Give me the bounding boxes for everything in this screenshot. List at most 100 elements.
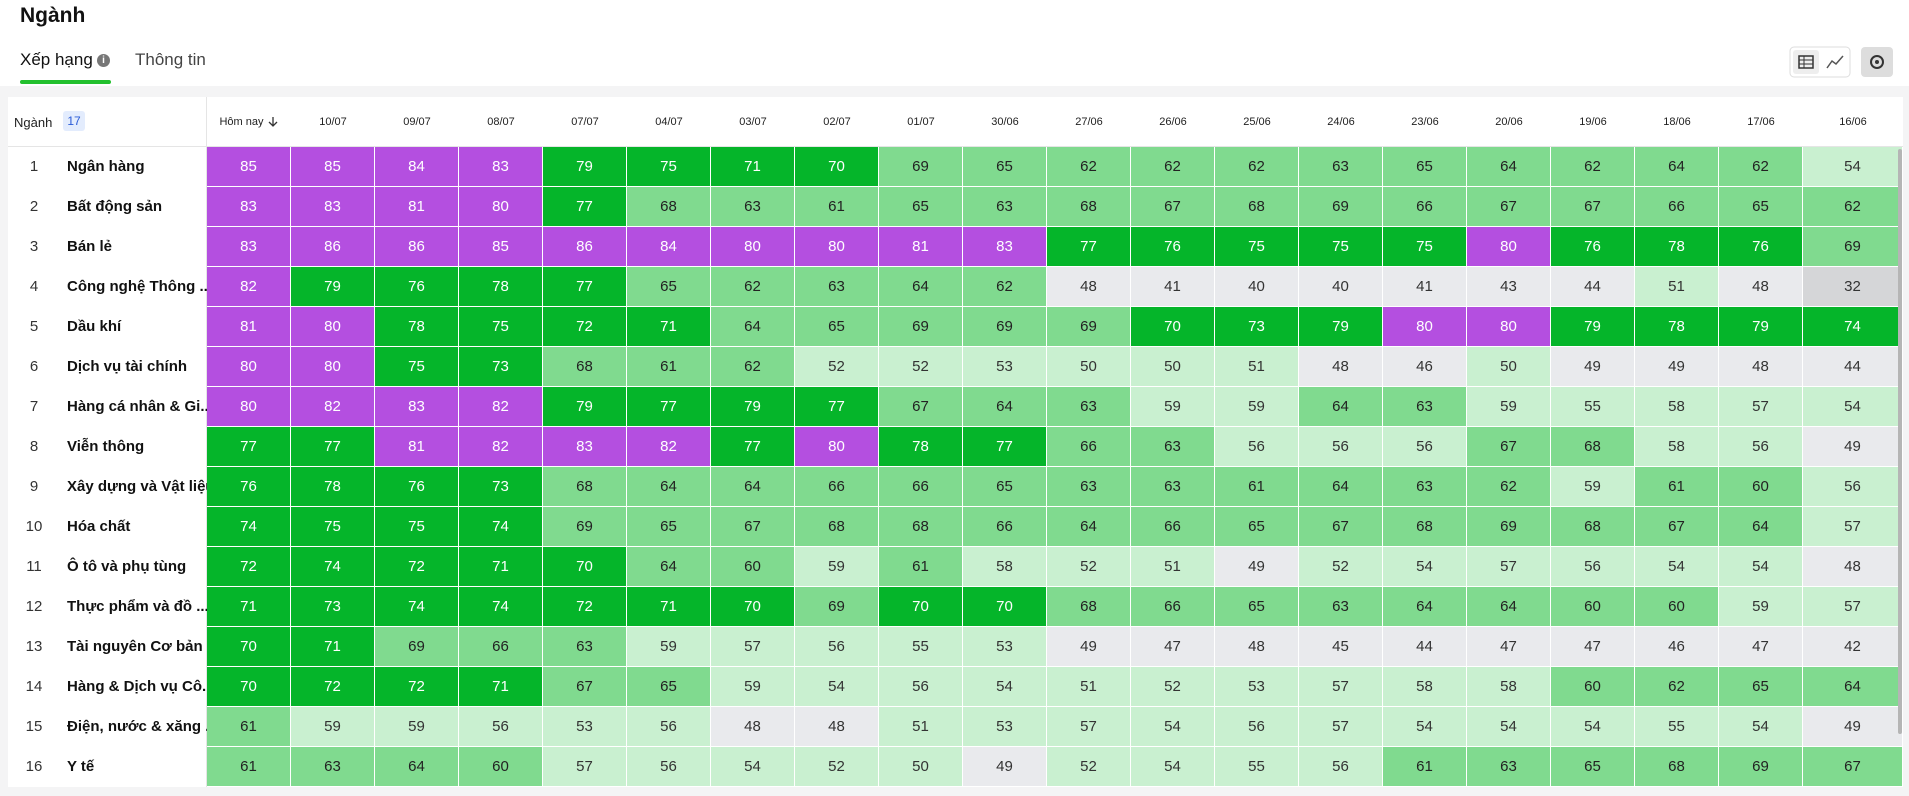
heat-cell: 75 xyxy=(627,147,711,187)
industry-name[interactable]: Ngân hàng xyxy=(67,158,145,175)
heat-cell: 50 xyxy=(1131,347,1215,387)
column-header: 09/07 xyxy=(403,116,431,128)
heat-cell: 52 xyxy=(1047,547,1131,587)
page-title: Ngành xyxy=(20,4,86,27)
industry-name[interactable]: Hàng & Dịch vụ Cô... xyxy=(67,678,215,695)
heat-cell: 69 xyxy=(1467,507,1551,547)
heat-cell: 64 xyxy=(1299,467,1383,507)
heat-cell: 72 xyxy=(543,587,627,627)
heat-cell: 66 xyxy=(879,467,963,507)
heat-cell: 57 xyxy=(1047,707,1131,747)
industry-name[interactable]: Ô tô và phụ tùng xyxy=(67,558,187,575)
heat-cell: 52 xyxy=(1047,747,1131,787)
heat-cell: 65 xyxy=(1215,507,1299,547)
heat-cell: 64 xyxy=(711,307,795,347)
heat-cell: 66 xyxy=(963,507,1047,547)
heat-cell: 68 xyxy=(1551,427,1635,467)
industry-name[interactable]: Y tế xyxy=(67,758,95,775)
industry-name[interactable]: Bất động sản xyxy=(67,198,163,215)
heat-cell: 48 xyxy=(795,707,879,747)
industry-name[interactable]: Điện, nước & xăng ... xyxy=(67,718,218,735)
heat-cell: 60 xyxy=(1635,587,1719,627)
tab[interactable]: Xếp hạng xyxy=(20,50,93,69)
heat-cell: 64 xyxy=(879,267,963,307)
tab[interactable]: Thông tin xyxy=(135,50,206,69)
rank: 14 xyxy=(25,678,43,695)
heat-cell: 49 xyxy=(1047,627,1131,667)
heat-cell: 69 xyxy=(1719,747,1803,787)
heat-cell: 54 xyxy=(1131,747,1215,787)
heat-cell: 65 xyxy=(795,307,879,347)
heat-cell: 80 xyxy=(291,307,375,347)
heat-cell: 59 xyxy=(795,547,879,587)
heat-cell: 48 xyxy=(711,707,795,747)
heat-cell: 61 xyxy=(795,187,879,227)
info-icon[interactable]: i xyxy=(97,54,110,67)
industry-name[interactable]: Thực phẩm và đồ ... xyxy=(67,598,209,615)
heat-cell: 79 xyxy=(711,387,795,427)
heat-cell: 58 xyxy=(1635,427,1719,467)
heat-cell: 56 xyxy=(1215,427,1299,467)
heat-cell: 63 xyxy=(1047,387,1131,427)
industry-name[interactable]: Công nghệ Thông ... xyxy=(67,278,212,295)
column-header: 17/06 xyxy=(1747,116,1775,128)
heat-cell: 50 xyxy=(1467,347,1551,387)
heat-cell: 75 xyxy=(1215,227,1299,267)
label-border xyxy=(206,97,207,787)
heat-cell: 68 xyxy=(543,347,627,387)
heat-cell: 63 xyxy=(963,187,1047,227)
heat-cell: 69 xyxy=(879,147,963,187)
table-view-button[interactable] xyxy=(1793,50,1819,74)
heat-cell: 62 xyxy=(1635,667,1719,707)
rank: 9 xyxy=(29,478,39,495)
chart-view-button[interactable] xyxy=(1826,55,1844,69)
heat-cell: 83 xyxy=(963,227,1047,267)
heat-cell: 57 xyxy=(1803,507,1903,547)
heatmap-table: Ngành 17 Hôm nay 10/07 09/07 08/07 07/07 04/07 0… xyxy=(8,97,1903,787)
heat-cell: 75 xyxy=(375,507,459,547)
heat-cell: 77 xyxy=(207,427,291,467)
heat-cell: 86 xyxy=(543,227,627,267)
industry-name[interactable]: Tài nguyên Cơ bản xyxy=(67,638,203,655)
rank: 3 xyxy=(29,238,39,255)
heat-cell: 56 xyxy=(459,707,543,747)
industry-name[interactable]: Dịch vụ tài chính xyxy=(67,358,188,375)
heat-cell: 78 xyxy=(1635,227,1719,267)
heat-cell: 72 xyxy=(291,667,375,707)
heat-cell: 47 xyxy=(1551,627,1635,667)
rank: 8 xyxy=(29,438,39,455)
heat-cell: 82 xyxy=(459,427,543,467)
column-header[interactable]: Hôm nay xyxy=(207,97,291,147)
heat-cell: 80 xyxy=(795,227,879,267)
heat-cell: 63 xyxy=(1467,747,1551,787)
industry-name[interactable]: Hóa chất xyxy=(67,518,131,535)
heat-cell: 80 xyxy=(207,347,291,387)
heat-cell: 71 xyxy=(207,587,291,627)
heat-cell: 49 xyxy=(1215,547,1299,587)
heat-cell: 67 xyxy=(1467,427,1551,467)
heat-cell: 53 xyxy=(963,627,1047,667)
heat-cell: 68 xyxy=(879,507,963,547)
heat-cell: 64 xyxy=(627,467,711,507)
heat-cell: 64 xyxy=(1803,667,1903,707)
heat-cell: 80 xyxy=(1383,307,1467,347)
heat-cell: 85 xyxy=(291,147,375,187)
industry-name[interactable]: Bán lẻ xyxy=(67,238,113,255)
column-header: 01/07 xyxy=(907,116,935,128)
heat-cell: 79 xyxy=(291,267,375,307)
industry-name[interactable]: Dầu khí xyxy=(67,318,122,335)
heat-cell: 62 xyxy=(1131,147,1215,187)
industry-name[interactable]: Hàng cá nhân & Gi... xyxy=(67,398,213,415)
heat-cell: 67 xyxy=(1131,187,1215,227)
industry-name[interactable]: Viễn thông xyxy=(67,438,145,455)
heat-cell: 83 xyxy=(543,427,627,467)
heat-cell: 57 xyxy=(1299,667,1383,707)
heat-cell: 76 xyxy=(375,467,459,507)
column-header: 23/06 xyxy=(1411,116,1439,128)
heat-cell: 72 xyxy=(543,307,627,347)
industry-name[interactable]: Xây dựng và Vật liệu xyxy=(67,478,215,495)
heat-cell: 79 xyxy=(1551,307,1635,347)
heat-cell: 40 xyxy=(1299,267,1383,307)
heat-cell: 60 xyxy=(459,747,543,787)
heat-cell: 46 xyxy=(1635,627,1719,667)
